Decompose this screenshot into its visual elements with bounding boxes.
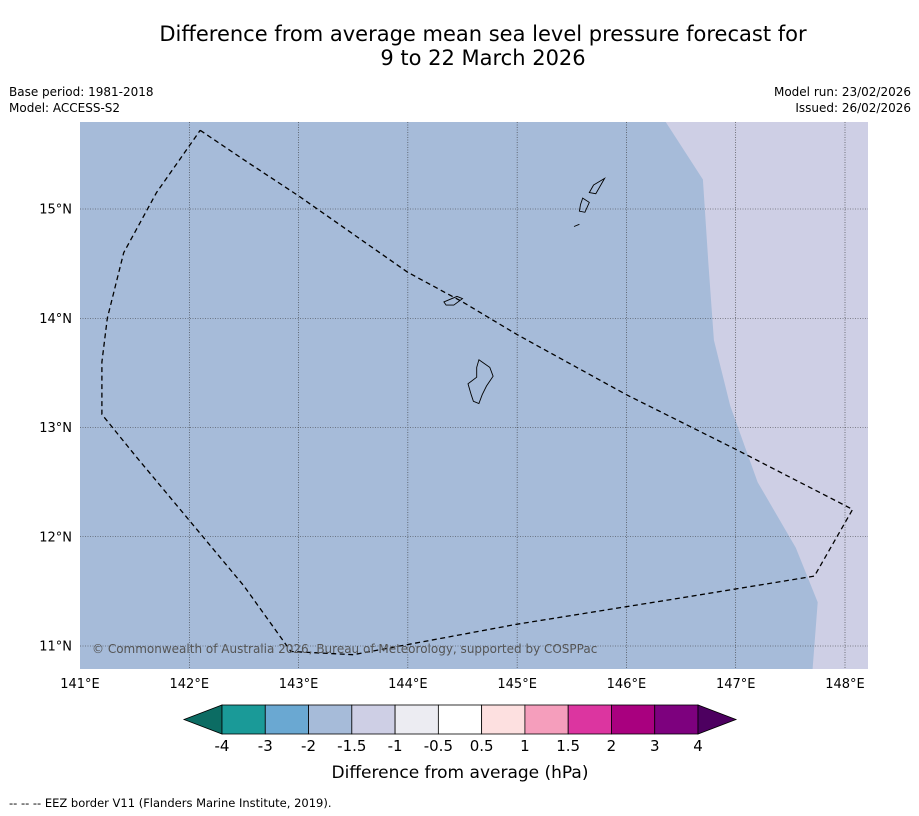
island-outline xyxy=(467,359,494,405)
colorbar: -4 -3 -2 -1.5 -1 -0.5 0.5 1 1.5 2 3 4 xyxy=(182,704,738,755)
colorbar-tick-label: 4 xyxy=(693,737,703,755)
footnote: -- -- -- EEZ border V11 (Flanders Marine… xyxy=(9,796,332,810)
island-outline xyxy=(443,295,464,306)
colorbar-tick-label: 0.5 xyxy=(470,737,494,755)
colorbar-segment xyxy=(481,704,526,735)
lat-tick-label: 14°N xyxy=(39,312,72,327)
colorbar-segment xyxy=(567,704,612,735)
lat-tick-label: 15°N xyxy=(39,203,72,218)
issued-text: Issued: 26/02/2026 xyxy=(795,101,911,115)
colorbar-tick-label: -3 xyxy=(258,737,273,755)
island-outline xyxy=(588,177,606,195)
map-title: Difference from average mean sea level p… xyxy=(0,22,919,70)
colorbar-segment xyxy=(524,704,569,735)
lon-tick-label: 143°E xyxy=(279,677,319,692)
base-period-text: Base period: 1981-2018 xyxy=(9,85,154,99)
lon-tick-label: 147°E xyxy=(716,677,756,692)
colorbar-tick-label: 1.5 xyxy=(556,737,580,755)
colorbar-segment xyxy=(221,704,266,735)
colorbar-segment xyxy=(394,704,439,735)
colorbar-tick-label: 1 xyxy=(520,737,530,755)
title-line-1: Difference from average mean sea level p… xyxy=(159,22,807,46)
meta-left: Base period: 1981-2018 Model: ACCESS-S2 xyxy=(9,84,154,116)
title-line-2: 9 to 22 March 2026 xyxy=(380,46,586,70)
colorbar-label: Difference from average (hPa) xyxy=(332,763,589,783)
meta-right: Model run: 23/02/2026 Issued: 26/02/2026 xyxy=(774,84,911,116)
island-outline xyxy=(573,223,580,227)
anomaly-zone-minus-1-5 xyxy=(665,122,868,669)
colorbar-tick-label: -1 xyxy=(388,737,403,755)
lat-tick-label: 12°N xyxy=(39,530,72,545)
colorbar-segment xyxy=(351,704,396,735)
colorbar-segment xyxy=(264,704,309,735)
colorbar-segment xyxy=(611,704,656,735)
colorbar-tick-label: -4 xyxy=(215,737,230,755)
colorbar-segment xyxy=(654,704,699,735)
colorbar-tick-label: -1.5 xyxy=(337,737,366,755)
lon-tick-label: 148°E xyxy=(825,677,865,692)
lon-tick-label: 146°E xyxy=(607,677,647,692)
colorbar-tick-label: -0.5 xyxy=(424,737,453,755)
axis-labels: 141°E 142°E 143°E 144°E 145°E 146°E 147°E 148°E… xyxy=(39,203,865,693)
colorbar-tick-label: 3 xyxy=(650,737,660,755)
gridlines xyxy=(80,122,868,669)
lon-tick-label: 141°E xyxy=(60,677,100,692)
lon-tick-label: 144°E xyxy=(388,677,428,692)
map-area: © Commonwealth of Australia 2026, Bureau… xyxy=(80,122,868,669)
islands xyxy=(443,177,606,405)
colorbar-tick-label: -2 xyxy=(301,737,316,755)
colorbar-extend-high xyxy=(697,704,738,735)
island-outline xyxy=(578,197,590,213)
lat-tick-label: 13°N xyxy=(39,421,72,436)
colorbar-tick-label: 2 xyxy=(607,737,617,755)
lat-tick-label: 11°N xyxy=(39,640,72,655)
lon-tick-label: 142°E xyxy=(170,677,210,692)
copyright-text: © Commonwealth of Australia 2026, Bureau… xyxy=(92,642,597,656)
lon-tick-label: 145°E xyxy=(497,677,537,692)
colorbar-segment xyxy=(308,704,353,735)
model-run-text: Model run: 23/02/2026 xyxy=(773,85,911,99)
eez-border xyxy=(101,129,854,656)
colorbar-extend-low xyxy=(182,704,223,735)
model-text: Model: ACCESS-S2 xyxy=(9,101,121,115)
colorbar-segment xyxy=(437,704,483,735)
